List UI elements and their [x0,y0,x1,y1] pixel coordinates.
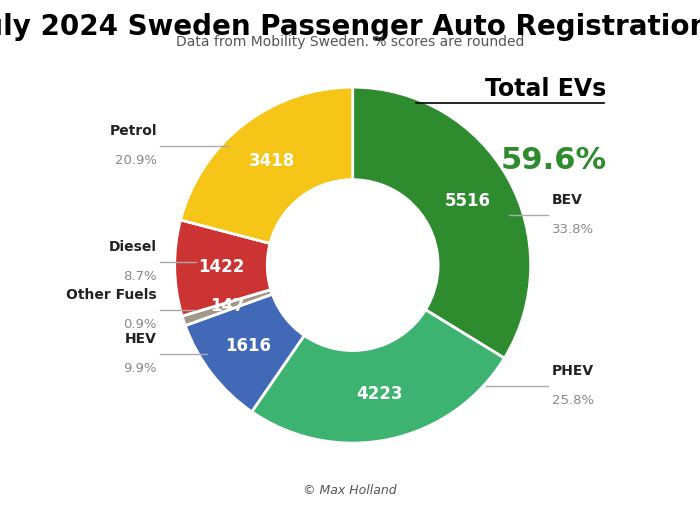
Text: Other Fuels: Other Fuels [66,288,157,301]
Text: BEV: BEV [552,193,583,207]
Text: PHEV: PHEV [552,364,594,378]
Text: Data from Mobility Sweden. % scores are rounded: Data from Mobility Sweden. % scores are … [176,35,524,49]
Text: Petrol: Petrol [109,124,157,138]
Text: Diesel: Diesel [109,239,157,254]
Text: 33.8%: 33.8% [552,223,594,236]
Text: 9.9%: 9.9% [123,362,157,375]
Text: 5516: 5516 [444,192,491,210]
Text: 59.6%: 59.6% [500,146,606,175]
Wedge shape [182,289,272,326]
Wedge shape [181,87,353,243]
Text: Total EVs: Total EVs [485,77,606,102]
Text: 0.9%: 0.9% [123,318,157,331]
Wedge shape [252,310,505,443]
Text: 25.8%: 25.8% [552,394,594,407]
Wedge shape [175,220,271,316]
Text: 3418: 3418 [249,152,295,170]
Wedge shape [186,294,304,412]
Text: 1422: 1422 [198,259,244,276]
Text: © Max Holland: © Max Holland [303,484,397,497]
Wedge shape [353,87,531,358]
Text: 147: 147 [210,297,245,315]
Text: July 2024 Sweden Passenger Auto Registrations: July 2024 Sweden Passenger Auto Registra… [0,13,700,40]
Text: HEV: HEV [125,332,157,346]
Text: 20.9%: 20.9% [115,154,157,167]
Text: 8.7%: 8.7% [123,270,157,283]
Text: 1616: 1616 [225,337,272,355]
Text: 4223: 4223 [357,385,403,403]
